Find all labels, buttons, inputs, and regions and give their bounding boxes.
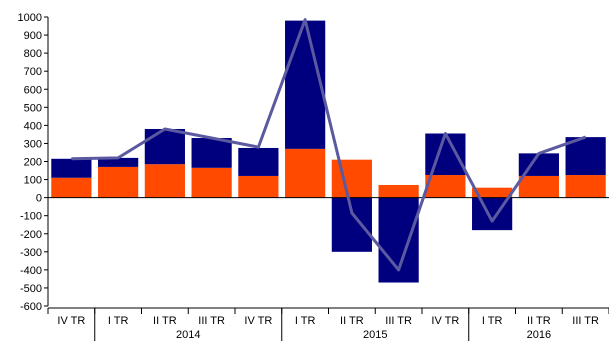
bar-series2-6 <box>331 197 372 252</box>
group-label-2016: 2016 <box>527 329 551 341</box>
bar-series2-4 <box>238 147 279 176</box>
y-tick-label: 200 <box>24 157 42 169</box>
bar-series1-2 <box>144 164 185 198</box>
y-tick-label: 400 <box>24 120 42 132</box>
y-tick-label: 700 <box>24 66 42 78</box>
y-tick-label: -200 <box>20 229 42 241</box>
bars <box>51 20 606 283</box>
total-line-path <box>71 18 587 272</box>
line-point-10 <box>538 152 540 154</box>
y-tick-label: 800 <box>24 48 42 60</box>
x-category-label: III TR <box>385 315 412 327</box>
y-tick-label: 300 <box>24 138 42 150</box>
x-category-label: I TR <box>295 315 316 327</box>
line-point-1 <box>117 157 119 159</box>
bar-series1-1 <box>98 166 139 198</box>
bar-series2-8 <box>425 133 466 176</box>
y-axis: -600 -500 -400 -300 -200 -100 0 100 200 300 400 500… <box>18 12 49 313</box>
group-label-2015: 2015 <box>363 329 387 341</box>
line-point-7 <box>398 269 400 271</box>
y-tick-label: -500 <box>20 283 42 295</box>
total-line <box>70 18 587 272</box>
y-tick-label: -300 <box>20 247 42 259</box>
bar-series1-6 <box>331 159 372 198</box>
line-point-6 <box>351 212 353 214</box>
line-point-2 <box>164 128 166 130</box>
line-point-11 <box>585 136 587 138</box>
x-axis: IV TR I TR II TR III TR IV TR I TR II TR III TR… <box>47 197 609 341</box>
bar-series1-11 <box>565 175 606 198</box>
x-category-label: IV TR <box>244 315 272 327</box>
bar-series2-3 <box>191 138 232 168</box>
bar-series1-3 <box>191 167 232 198</box>
y-tick-label: 1000 <box>18 12 42 24</box>
y-tick-label: 100 <box>24 175 42 187</box>
line-point-3 <box>211 137 213 139</box>
y-tick-label: 600 <box>24 84 42 96</box>
line-point-0 <box>70 158 72 160</box>
bar-series2-11 <box>565 137 606 176</box>
bar-series1-9 <box>472 187 513 198</box>
bar-series1-0 <box>51 177 92 198</box>
bar-series2-5 <box>285 20 326 149</box>
bar-series1-5 <box>285 148 326 198</box>
group-label-2014: 2014 <box>176 329 200 341</box>
bar-series2-1 <box>98 157 139 167</box>
y-tick-label: -100 <box>20 211 42 223</box>
x-category-label: III TR <box>572 315 599 327</box>
y-tick-label: -600 <box>20 301 42 313</box>
x-category-label: I TR <box>108 315 129 327</box>
y-tick-label: -400 <box>20 265 42 277</box>
x-category-label: II TR <box>527 315 551 327</box>
line-point-4 <box>257 146 259 148</box>
bar-series2-2 <box>144 128 185 165</box>
x-category-label: II TR <box>340 315 364 327</box>
line-point-8 <box>444 133 446 135</box>
y-tick-label: 0 <box>36 193 42 205</box>
bar-series1-8 <box>425 175 466 198</box>
x-category-label: II TR <box>153 315 177 327</box>
bar-series1-10 <box>518 175 559 198</box>
bar-series2-0 <box>51 158 92 178</box>
x-category-label: IV TR <box>431 315 459 327</box>
x-category-label: IV TR <box>57 315 85 327</box>
x-category-label: I TR <box>482 315 503 327</box>
line-point-5 <box>304 19 306 21</box>
y-tick-label: 900 <box>24 30 42 42</box>
bar-series1-7 <box>378 184 419 198</box>
x-category-label: III TR <box>198 315 225 327</box>
y-tick-label: 500 <box>24 102 42 114</box>
bar-series1-4 <box>238 175 279 198</box>
line-point-9 <box>491 220 493 222</box>
